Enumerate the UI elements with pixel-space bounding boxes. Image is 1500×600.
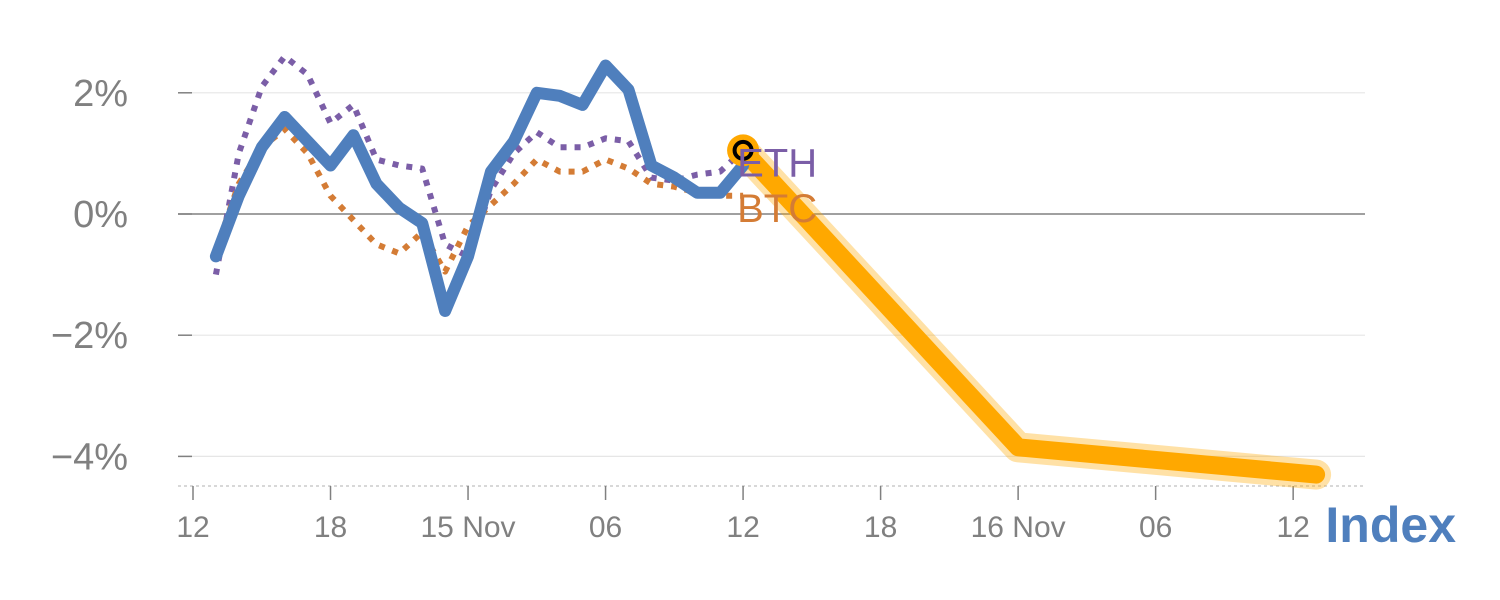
x-tick-label: 12 — [176, 511, 209, 544]
x-tick-label: 06 — [589, 511, 622, 544]
x-tick-label: 12 — [726, 511, 759, 544]
x-tick-label: 06 — [1139, 511, 1172, 544]
index-line — [209, 59, 750, 317]
axes: 2% 0% −2% −4% 12 18 15 Nov 06 12 18 16 Nov 06 12 — [51, 73, 1365, 544]
y-tick-label: 0% — [73, 194, 128, 236]
x-tick-label: 15 Nov — [421, 511, 516, 544]
btc-series-label: BTC — [737, 187, 817, 231]
index-projection-glow — [728, 135, 1332, 490]
index-projection-line — [734, 141, 1326, 484]
x-tick-label: 18 — [864, 511, 897, 544]
index-series-label: Index — [1325, 497, 1456, 553]
eth-series-label: ETH — [737, 141, 817, 185]
x-tick-label: 16 Nov — [971, 511, 1066, 544]
y-tick-label: −4% — [51, 436, 128, 478]
x-tick-label: 18 — [314, 511, 347, 544]
markers — [727, 134, 760, 167]
y-tick-label: −2% — [51, 315, 128, 357]
series-lines — [209, 53, 1332, 490]
hover-marker-inner — [732, 139, 754, 161]
x-tick-label: 12 — [1276, 511, 1309, 544]
hover-marker-outer — [727, 134, 760, 167]
btc-line — [213, 126, 744, 275]
y-tick-label: 2% — [73, 73, 128, 115]
